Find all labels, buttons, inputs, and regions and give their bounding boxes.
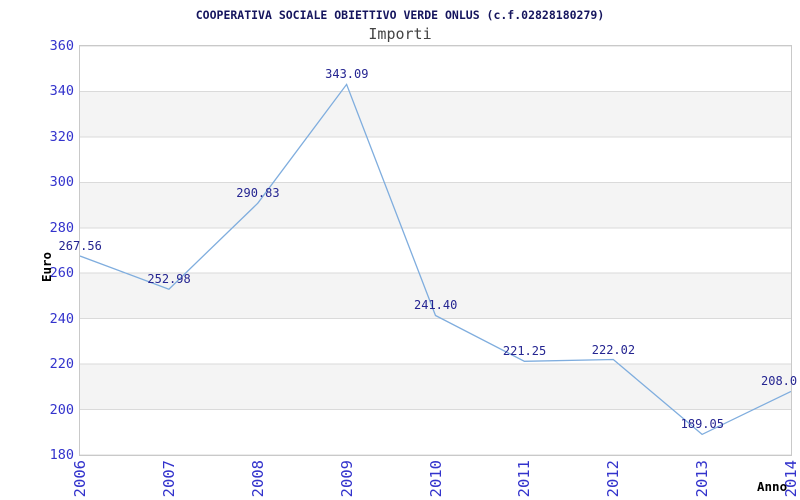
band xyxy=(80,91,791,137)
y-tick-label: 280 xyxy=(49,219,74,236)
y-tick-label: 260 xyxy=(49,265,74,282)
data-label: 290.83 xyxy=(236,186,280,201)
x-tick-label: 2006 xyxy=(71,460,89,498)
x-tick-label: 2008 xyxy=(248,460,267,498)
y-tick-label: 180 xyxy=(49,447,74,463)
x-axis-title: Anno xyxy=(757,479,788,494)
y-tick-label: 320 xyxy=(49,128,74,145)
data-label: 267.56 xyxy=(58,239,102,254)
y-tick-label: 340 xyxy=(49,83,74,100)
x-tick-label: 2009 xyxy=(337,460,356,498)
y-tick-label: 300 xyxy=(49,174,74,191)
plot-area xyxy=(79,45,792,456)
band xyxy=(80,409,791,455)
data-label: 189.05 xyxy=(680,417,724,432)
y-tick-label: 240 xyxy=(49,310,74,327)
band xyxy=(80,318,791,365)
data-label: 221.25 xyxy=(502,344,547,359)
chart-subtitle: Importi xyxy=(368,25,432,43)
x-tick-label: 2013 xyxy=(693,460,712,498)
band xyxy=(80,46,791,92)
data-label: 208.0 xyxy=(761,374,798,389)
x-tick-label: 2007 xyxy=(159,460,178,498)
x-tick-label: 2010 xyxy=(426,460,445,498)
y-tick-label: 360 xyxy=(49,38,74,54)
data-label: 252.98 xyxy=(147,272,191,287)
y-axis-title: Euro xyxy=(39,251,54,282)
chart-title: COOPERATIVA SOCIALE OBIETTIVO VERDE ONLU… xyxy=(195,8,605,22)
data-label: 343.09 xyxy=(325,67,369,82)
band xyxy=(80,364,791,410)
x-tick-label: 2011 xyxy=(515,460,534,498)
band xyxy=(80,273,791,319)
band xyxy=(80,136,791,183)
data-label: 241.40 xyxy=(414,298,458,313)
band xyxy=(80,182,791,228)
y-tick-label: 220 xyxy=(49,356,74,373)
data-line xyxy=(80,83,791,436)
band xyxy=(80,227,791,274)
data-label: 222.02 xyxy=(591,342,636,357)
y-tick-label: 200 xyxy=(49,401,74,418)
x-tick-label: 2012 xyxy=(604,460,623,498)
line-chart-canvas xyxy=(80,46,791,455)
